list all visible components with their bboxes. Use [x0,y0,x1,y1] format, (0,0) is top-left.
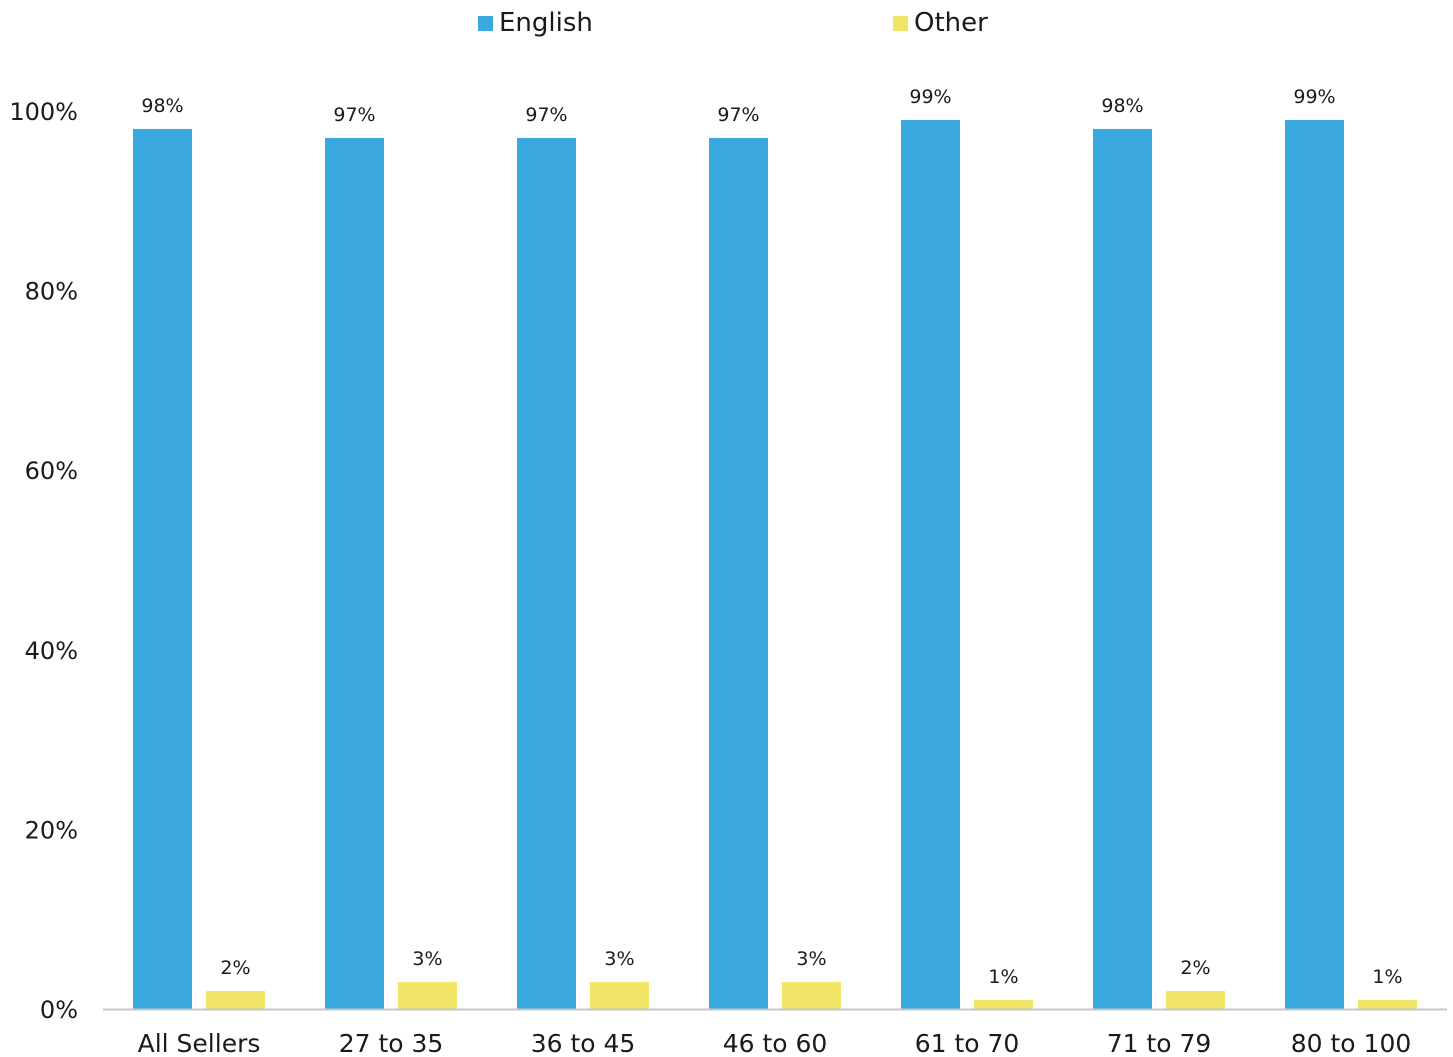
data-label-other: 3% [796,948,826,970]
data-label-other: 2% [1180,957,1210,979]
data-label-other: 3% [412,948,442,970]
legend-swatch-other [893,15,908,31]
bar-other [1358,1000,1417,1009]
bar-other [1166,991,1225,1009]
x-category-label: 80 to 100 [1291,1029,1412,1057]
x-category-label: 61 to 70 [915,1029,1020,1057]
legend-item-other: Other [893,8,988,38]
bar-english [325,137,384,1009]
data-label-other: 3% [604,948,634,970]
bar-other [590,982,649,1009]
data-label-other: 2% [220,957,250,979]
legend: English Other [0,8,1453,40]
x-category-label: 46 to 60 [723,1029,828,1057]
legend-label-other: Other [914,8,988,38]
data-label-english: 98% [141,95,183,117]
bar-other [782,982,841,1009]
bar-english [1093,128,1152,1009]
y-tick-label: 0% [40,996,78,1024]
y-tick-label: 100% [9,98,78,126]
x-category-label: 36 to 45 [531,1029,636,1057]
legend-label-english: English [499,8,593,38]
y-tick-label: 20% [25,816,78,844]
bar-other [206,991,265,1009]
bar-english [901,119,960,1010]
bar-other [974,1000,1033,1009]
y-tick-label: 40% [25,637,78,665]
x-category-label: 27 to 35 [339,1029,444,1057]
bar-other [398,982,457,1009]
data-label-english: 97% [717,104,759,126]
data-label-english: 99% [1293,86,1335,108]
y-tick-label: 80% [25,278,78,306]
data-label-english: 98% [1101,95,1143,117]
bar-english [133,128,192,1009]
legend-swatch-english [478,15,493,31]
legend-item-english: English [478,8,593,38]
data-label-other: 1% [988,966,1018,988]
data-label-other: 1% [1372,966,1402,988]
x-category-label: All Sellers [138,1029,261,1057]
data-label-english: 97% [525,104,567,126]
bar-english [517,137,576,1009]
x-category-label: 71 to 79 [1107,1029,1212,1057]
data-label-english: 99% [909,86,951,108]
bar-english [1285,119,1344,1010]
y-tick-label: 60% [25,457,78,485]
data-label-english: 97% [333,104,375,126]
bar-english [709,137,768,1009]
